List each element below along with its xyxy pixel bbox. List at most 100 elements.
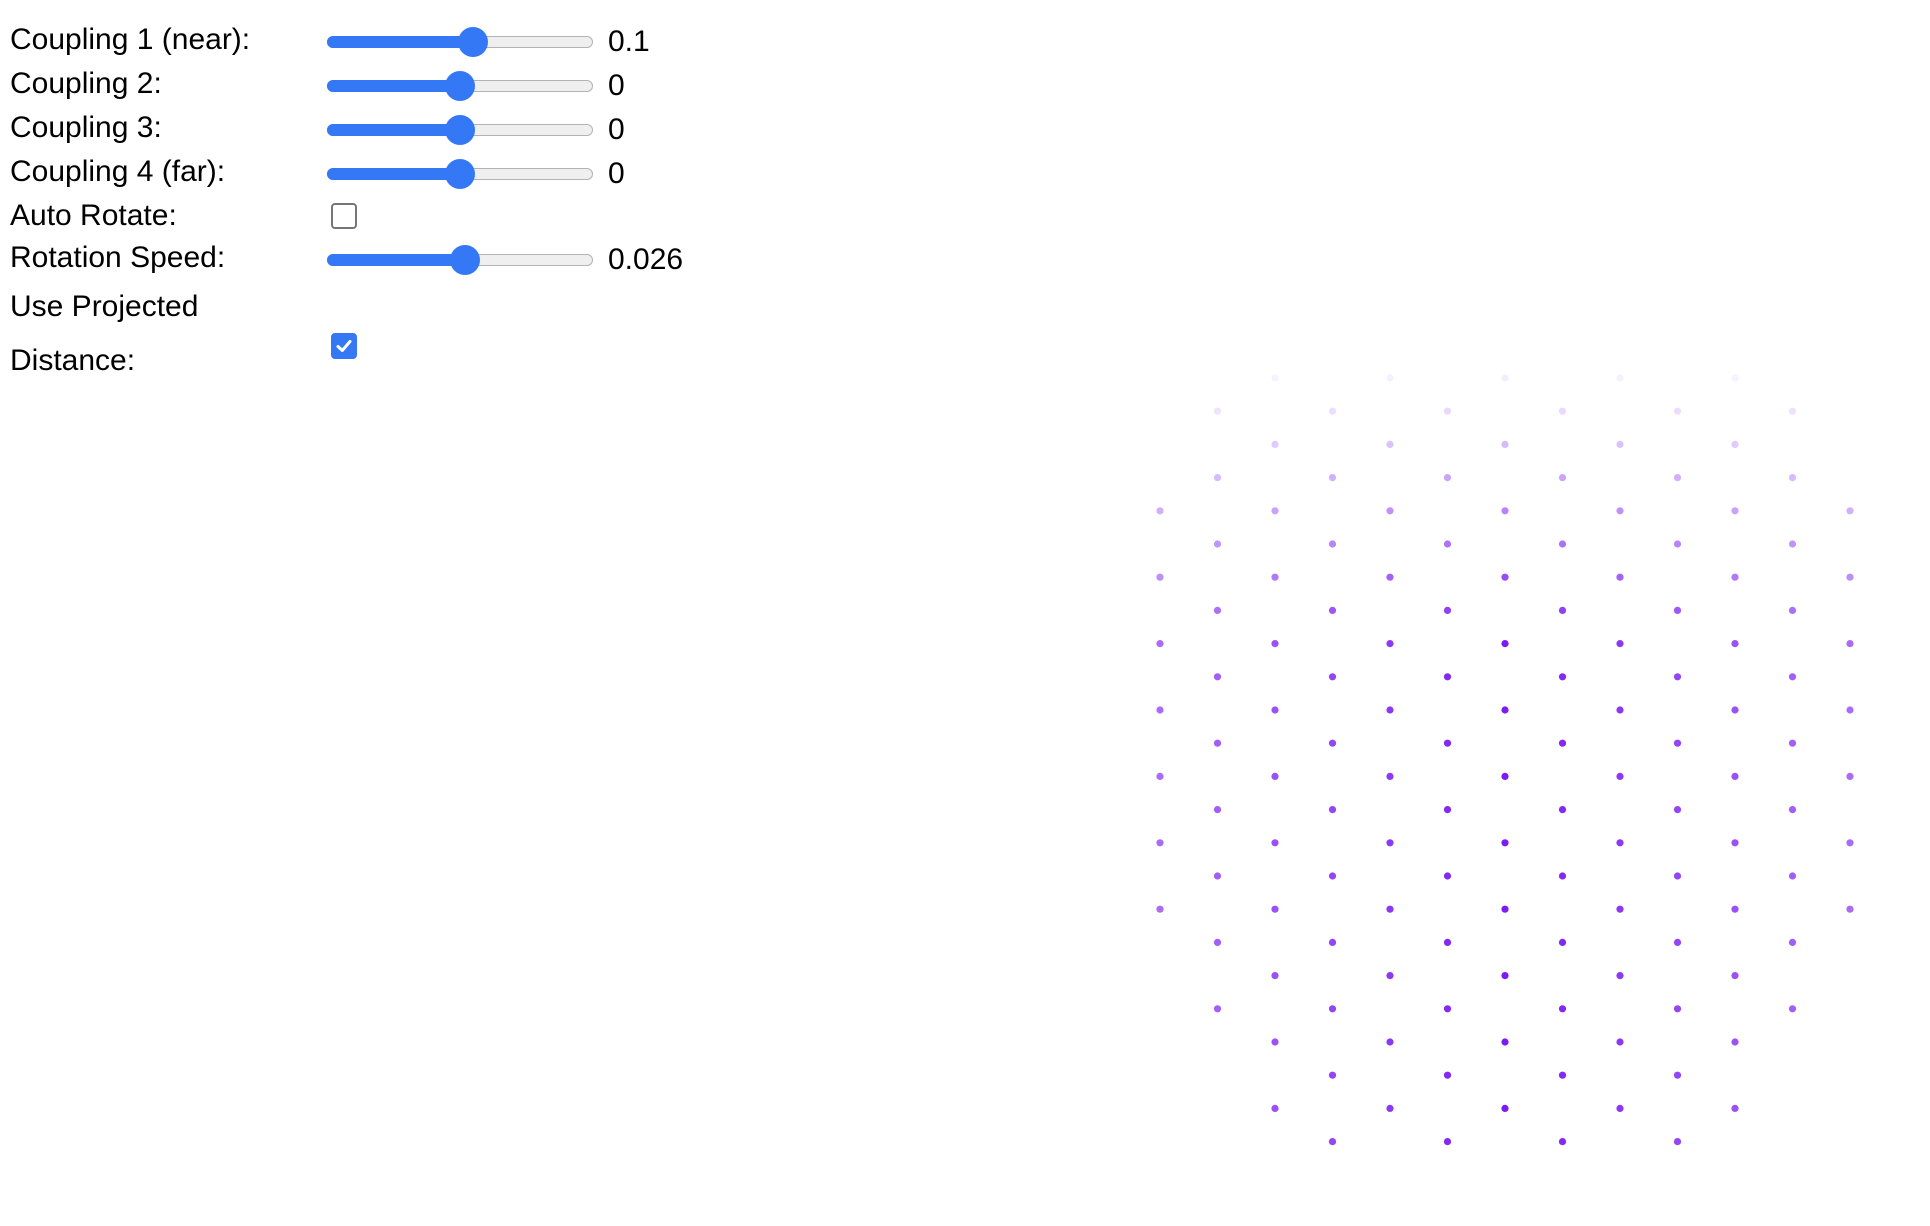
lattice-dot: [1386, 1038, 1394, 1046]
lattice-dot: [1558, 540, 1567, 548]
coupling2-value: 0: [608, 69, 625, 102]
slider-thumb[interactable]: [458, 27, 489, 57]
lattice-dot: [1788, 872, 1797, 880]
lattice-dot: [1386, 374, 1394, 382]
lattice-dot: [1616, 640, 1624, 648]
lattice-dot: [1788, 1005, 1797, 1013]
lattice-dot: [1731, 1038, 1739, 1046]
lattice-dot: [1616, 573, 1624, 581]
coupling2-slider[interactable]: [327, 71, 593, 101]
coupling2-label: Coupling 2:: [10, 67, 162, 100]
coupling1-value: 0.1: [608, 25, 650, 58]
lattice-dot: [1443, 673, 1452, 681]
auto-rotate-checkbox[interactable]: [331, 203, 357, 229]
lattice-dot: [1271, 640, 1279, 648]
lattice-dot: [1501, 507, 1509, 515]
lattice-dot: [1386, 706, 1394, 714]
lattice-dot: [1501, 1104, 1509, 1112]
lattice-dot: [1673, 407, 1682, 415]
coupling3-slider[interactable]: [327, 115, 593, 145]
lattice-dot: [1271, 1038, 1279, 1046]
lattice-dot: [1271, 573, 1279, 581]
lattice-dot: [1616, 972, 1624, 980]
lattice-dot: [1213, 606, 1222, 615]
lattice-dot: [1501, 374, 1509, 382]
lattice-dot: [1271, 706, 1279, 714]
lattice-dot: [1213, 540, 1222, 548]
lattice-dot: [1213, 938, 1222, 947]
lattice-dot: [1616, 905, 1624, 913]
lattice-dot: [1213, 407, 1222, 415]
lattice-dot: [1271, 905, 1279, 913]
lattice-dot: [1501, 1038, 1509, 1046]
coupling1-label: Coupling 1 (near):: [10, 23, 251, 56]
rotation-speed-row: Rotation Speed: 0.026: [10, 236, 730, 280]
lattice-dot: [1501, 706, 1509, 714]
use-projected-distance-label: Use Projected Distance:: [10, 290, 199, 377]
lattice-dot: [1788, 673, 1797, 681]
lattice-dot: [1673, 673, 1682, 681]
lattice-dot: [1846, 640, 1854, 648]
lattice-dot: [1616, 374, 1624, 382]
checkmark-icon: [336, 340, 352, 352]
lattice-dot: [1501, 640, 1509, 648]
lattice-dot: [1616, 839, 1624, 847]
coupling1-slider[interactable]: [327, 27, 593, 57]
lattice-dot: [1328, 872, 1337, 880]
lattice-dot: [1501, 573, 1509, 581]
lattice-dot: [1271, 1104, 1279, 1112]
lattice-dot: [1788, 540, 1797, 548]
lattice-dot: [1788, 474, 1797, 482]
lattice-dot: [1386, 440, 1394, 448]
slider-fill: [327, 124, 460, 136]
lattice-dot: [1271, 440, 1279, 448]
lattice-dot: [1443, 1138, 1452, 1146]
lattice-dot: [1558, 606, 1567, 615]
lattice-dot: [1328, 806, 1337, 814]
coupling4-slider[interactable]: [327, 159, 593, 189]
rotation-speed-slider[interactable]: [327, 245, 593, 275]
slider-thumb[interactable]: [445, 159, 475, 189]
slider-thumb[interactable]: [450, 245, 481, 275]
lattice-dot: [1328, 606, 1337, 615]
lattice-dot: [1328, 1071, 1337, 1079]
lattice-dot: [1673, 806, 1682, 814]
lattice-dot: [1443, 474, 1452, 482]
use-projected-distance-checkbox[interactable]: [331, 333, 357, 359]
lattice-dot: [1558, 938, 1567, 947]
lattice-dot: [1846, 706, 1854, 714]
lattice-dot: [1386, 507, 1394, 515]
lattice-dot: [1386, 640, 1394, 648]
lattice-dot: [1386, 772, 1394, 781]
coupling3-value: 0: [608, 113, 625, 146]
lattice-dot: [1156, 706, 1164, 714]
lattice-dot: [1731, 706, 1739, 714]
lattice-dot: [1558, 872, 1567, 880]
lattice-dot: [1271, 772, 1279, 781]
lattice-dot: [1731, 839, 1739, 847]
slider-thumb[interactable]: [445, 115, 475, 145]
lattice-dot: [1788, 606, 1797, 615]
lattice-dot: [1156, 839, 1164, 847]
lattice-dot: [1271, 839, 1279, 847]
lattice-dot: [1558, 1138, 1567, 1146]
lattice-dot: [1328, 1005, 1337, 1013]
rotation-speed-value: 0.026: [608, 243, 684, 276]
slider-thumb[interactable]: [445, 71, 475, 101]
lattice-dot: [1386, 1104, 1394, 1112]
lattice-dot: [1386, 972, 1394, 980]
lattice-dot: [1213, 474, 1222, 482]
lattice-dot: [1156, 640, 1164, 648]
lattice-dot: [1673, 938, 1682, 947]
slider-fill: [327, 168, 460, 180]
lattice-dot: [1731, 772, 1739, 781]
lattice-dot: [1501, 972, 1509, 980]
lattice-dot: [1673, 540, 1682, 548]
coupling3-row: Coupling 3: 0: [10, 106, 730, 150]
lattice-dot: [1616, 1038, 1624, 1046]
lattice-dot: [1156, 507, 1164, 515]
lattice-dot: [1558, 806, 1567, 814]
lattice-dot: [1443, 938, 1452, 947]
lattice-dot: [1328, 540, 1337, 548]
lattice-dot: [1846, 905, 1854, 913]
